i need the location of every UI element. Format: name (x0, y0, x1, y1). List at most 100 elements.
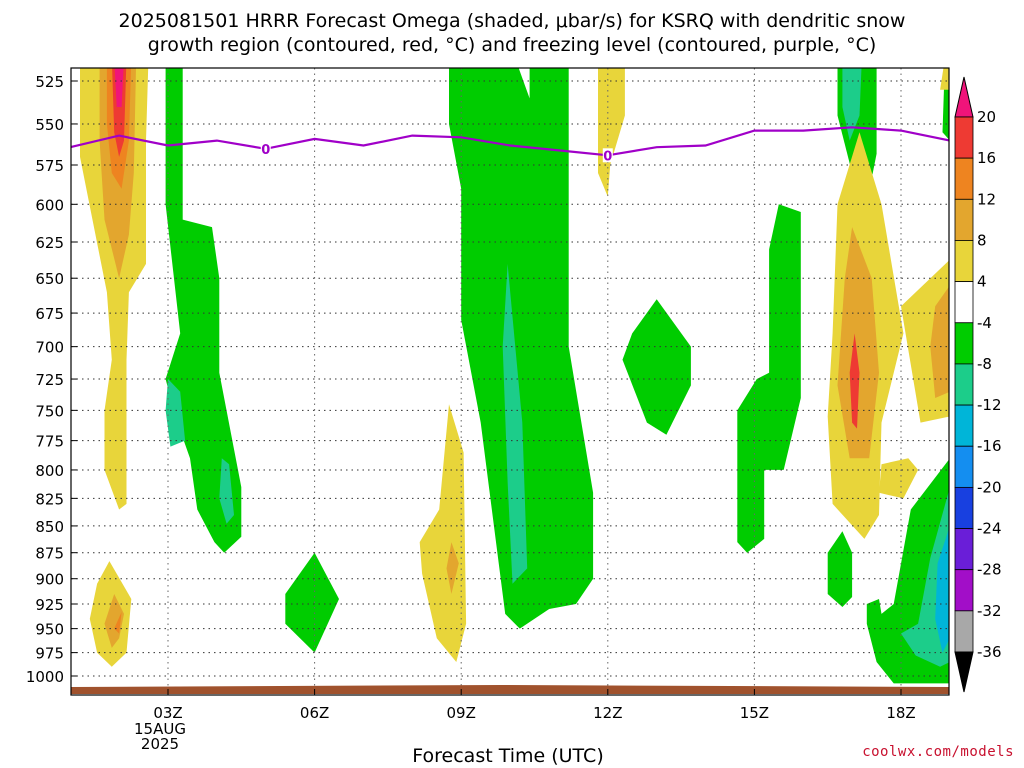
sink-gold-region-3 (837, 227, 879, 459)
y-tick-label: 825 (35, 490, 64, 508)
sink-red-region-1 (849, 333, 860, 429)
colorbar-swatch (954, 528, 974, 571)
freezing-label-bg (602, 148, 613, 163)
colorbar-swatch (954, 569, 974, 612)
colorbar-label: -24 (977, 520, 1002, 538)
sink-yellow-region-7 (879, 458, 919, 499)
colorbar-top-arrow (954, 76, 974, 118)
sink-yellow-region-2 (419, 404, 467, 662)
ascent-teal-region-2 (502, 263, 528, 584)
colorbar-swatch (954, 486, 974, 529)
colorbar-swatch (954, 404, 974, 447)
ascent-cyan-region-0 (935, 528, 949, 653)
colorbar-label: -12 (977, 396, 1002, 414)
freezing-label-bg (260, 141, 271, 156)
ascent-teal-region-1 (219, 458, 234, 524)
y-tick-label: 775 (35, 433, 64, 451)
y-tick-label: 750 (35, 402, 64, 420)
x-axis-label: Forecast Time (UTC) (412, 745, 604, 767)
colorbar-label: 4 (977, 273, 987, 291)
y-tick-label: 675 (35, 305, 64, 323)
colorbar-swatch (954, 281, 974, 324)
y-tick-label: 800 (35, 462, 64, 480)
colorbar-swatch (954, 445, 974, 488)
date-label-year: 2025 (140, 735, 180, 753)
sink-magenta-region-0 (114, 68, 124, 107)
ground-surface (71, 685, 949, 694)
x-tick-label: 09Z (447, 704, 476, 722)
colorbar-label: 8 (977, 231, 987, 249)
grid-lines (71, 68, 949, 695)
colorbar-label: 12 (977, 190, 996, 208)
colorbar-label: -20 (977, 478, 1002, 496)
y-tick-label: 900 (35, 571, 64, 589)
y-tick-label: 525 (35, 73, 64, 91)
ascent-green-region-0 (165, 68, 242, 553)
sink-yellow-region-6 (940, 68, 949, 90)
freezing-level-label: 0 (261, 143, 270, 158)
y-tick-label: 950 (35, 621, 64, 639)
y-tick-label: 725 (35, 371, 64, 389)
x-tick-label: 06Z (300, 704, 329, 722)
date-label: 15AUG 2025 (130, 722, 190, 752)
colorbar-swatch (954, 240, 974, 283)
ascent-teal-region-0 (165, 379, 186, 447)
colorbar-label: -32 (977, 602, 1002, 620)
colorbar-swatch (954, 610, 974, 653)
pressure-axis: 525 550 575 600 625 650 675 700 725 750 775 800 825 8… (26, 73, 77, 686)
y-tick-label: 1000 (26, 668, 64, 686)
ascent-teal-region-3 (842, 68, 862, 141)
colorbar-swatch (954, 116, 974, 159)
y-tick-label: 625 (35, 234, 64, 252)
colorbar-label: 16 (977, 149, 996, 167)
sink-gold-region-2 (446, 542, 459, 594)
x-tick-label: 18Z (886, 704, 915, 722)
y-tick-label: 650 (35, 270, 64, 288)
omega-shading (80, 68, 949, 684)
ascent-green-region-5 (827, 531, 853, 607)
ascent-green-region-4 (737, 204, 801, 553)
sink-yellow-region-3 (598, 68, 625, 197)
colorbar-swatch (954, 322, 974, 365)
x-tick-label: 03Z (153, 704, 182, 722)
y-tick-label: 600 (35, 196, 64, 214)
sink-orange-region-1 (114, 612, 122, 634)
y-tick-label: 875 (35, 545, 64, 563)
y-tick-label: 975 (35, 645, 64, 663)
plot-frame (70, 67, 950, 696)
ascent-green-region-1 (285, 552, 339, 653)
colorbar-swatch (954, 157, 974, 200)
x-tick-label: 12Z (593, 704, 622, 722)
ascent-green-region-2 (449, 68, 594, 629)
colorbar-bottom-arrow (954, 651, 974, 693)
x-tick-label: 15Z (740, 704, 769, 722)
ground-strip (71, 685, 949, 694)
ascent-green-region-3 (622, 299, 691, 435)
y-tick-label: 575 (35, 157, 64, 175)
sink-gold-region-1 (104, 594, 124, 648)
date-label-day: 15AUG (134, 720, 186, 738)
freezing-level-label: 0 (603, 149, 612, 164)
colorbar-label: -36 (977, 643, 1002, 661)
chart-title-line-2: growth region (contoured, red, °C) and f… (147, 34, 877, 56)
colorbar-label: -28 (977, 561, 1002, 579)
freezing-level-line (71, 126, 949, 157)
colorbar: 20 16 12 8 4 -4 -8 -12 -16 -20 -24 -28 -32 -36 (954, 76, 1002, 693)
colorbar-label: -8 (977, 355, 992, 373)
sink-gold-region-4 (930, 286, 949, 398)
chart-title-line-1: 2025081501 HRRR Forecast Omega (shaded, … (118, 10, 906, 32)
sink-red-region-0 (112, 68, 127, 157)
colorbar-label: 20 (977, 108, 996, 126)
colorbar-label: -16 (977, 437, 1002, 455)
credit-link[interactable]: coolwx.com/models (862, 744, 1014, 760)
colorbar-swatch (954, 363, 974, 406)
time-axis: 03Z 06Z 09Z 12Z 15Z 18Z (153, 689, 916, 722)
y-tick-label: 850 (35, 518, 64, 536)
y-tick-label: 925 (35, 596, 64, 614)
colorbar-label: -4 (977, 314, 992, 332)
y-tick-label: 550 (35, 116, 64, 134)
y-tick-label: 700 (35, 339, 64, 357)
colorbar-swatch (954, 198, 974, 241)
